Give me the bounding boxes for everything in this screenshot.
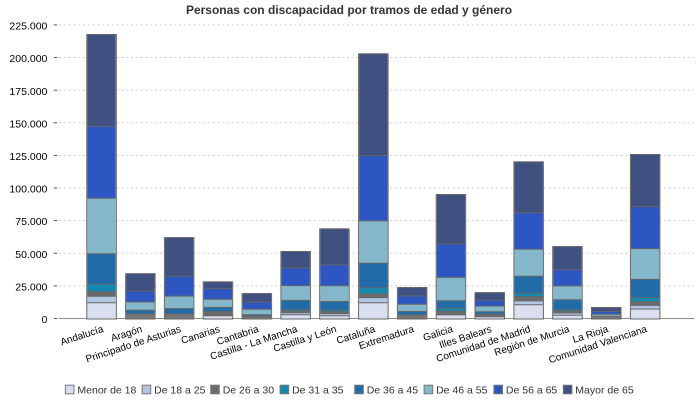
- svg-text:Mayor de 65: Mayor de 65: [575, 384, 634, 396]
- svg-text:De 46 a 55: De 46 a 55: [436, 384, 488, 396]
- svg-text:225.000: 225.000: [9, 21, 47, 33]
- svg-text:Personas con discapacidad por: Personas con discapacidad por tramos de …: [186, 3, 512, 17]
- svg-text:125.000: 125.000: [9, 151, 47, 163]
- svg-text:De 36 a 45: De 36 a 45: [367, 384, 419, 396]
- svg-text:200.000: 200.000: [9, 53, 47, 65]
- svg-text:De 18 a 25: De 18 a 25: [154, 384, 206, 396]
- svg-text:175.000: 175.000: [9, 86, 47, 98]
- svg-text:0: 0: [42, 314, 48, 326]
- svg-text:75.000: 75.000: [15, 216, 47, 228]
- svg-text:De 26 a 30: De 26 a 30: [223, 384, 275, 396]
- svg-text:De 56 a 65: De 56 a 65: [506, 384, 558, 396]
- svg-text:25.000: 25.000: [15, 282, 47, 294]
- svg-text:Menor de 18: Menor de 18: [77, 384, 136, 396]
- svg-text:100.000: 100.000: [9, 184, 47, 196]
- svg-text:150.000: 150.000: [9, 118, 47, 130]
- svg-text:De 31 a 35: De 31 a 35: [292, 384, 344, 396]
- svg-text:50.000: 50.000: [15, 249, 47, 261]
